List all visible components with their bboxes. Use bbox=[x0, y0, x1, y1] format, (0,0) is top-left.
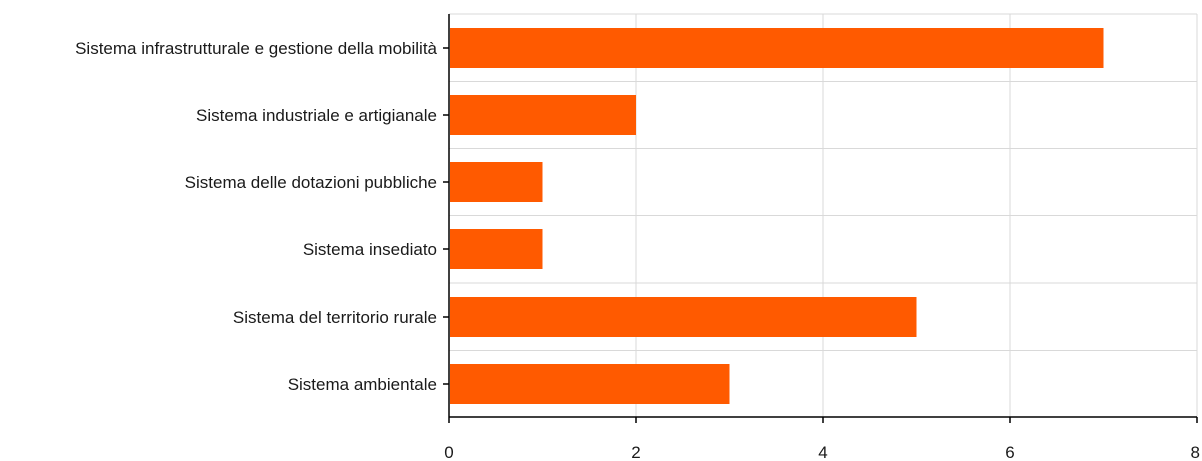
x-tick-label: 8 bbox=[1191, 443, 1200, 461]
x-tick-label: 6 bbox=[1005, 443, 1014, 461]
category-label: Sistema delle dotazioni pubbliche bbox=[185, 173, 437, 192]
bar bbox=[450, 229, 543, 269]
bar bbox=[450, 28, 1104, 68]
category-label: Sistema infrastrutturale e gestione dell… bbox=[75, 39, 437, 58]
category-label: Sistema industriale e artigianale bbox=[196, 106, 437, 125]
x-tick-label: 0 bbox=[444, 443, 453, 461]
x-tick-label: 2 bbox=[631, 443, 640, 461]
axes bbox=[443, 14, 1198, 423]
category-labels: Sistema infrastrutturale e gestione dell… bbox=[75, 39, 437, 394]
bar bbox=[450, 95, 636, 135]
category-label: Sistema del territorio rurale bbox=[233, 308, 437, 327]
x-tick-label: 4 bbox=[818, 443, 827, 461]
bar bbox=[450, 162, 543, 202]
x-tick-labels: 0 2 4 6 8 bbox=[444, 443, 1200, 461]
bar bbox=[450, 364, 730, 404]
category-label: Sistema ambientale bbox=[288, 375, 437, 394]
bars bbox=[450, 28, 1104, 404]
category-label: Sistema insediato bbox=[303, 240, 437, 259]
bar bbox=[450, 297, 917, 337]
grid-lines bbox=[449, 13, 1198, 417]
